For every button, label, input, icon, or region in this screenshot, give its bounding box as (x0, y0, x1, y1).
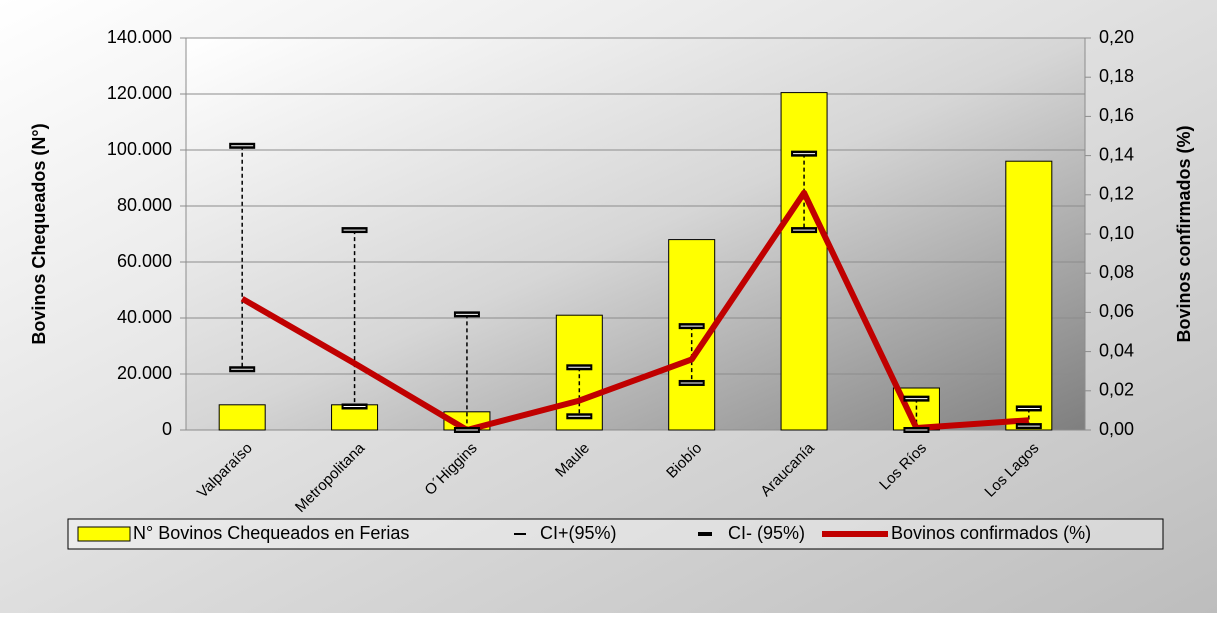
y-tick-label: 20.000 (117, 363, 172, 383)
y2-tick-label: 0,12 (1099, 184, 1134, 204)
plot-area (186, 38, 1085, 430)
y2-tick-label: 0,06 (1099, 301, 1134, 321)
ci-marker (791, 227, 818, 234)
ci-marker (566, 364, 593, 371)
y2-tick-label: 0,18 (1099, 66, 1134, 86)
legend-label: CI- (95%) (728, 523, 805, 543)
legend-label: Bovinos confirmados (%) (891, 523, 1091, 543)
ci-marker (903, 427, 930, 433)
y2-axis-title: Bovinos confirmados (%) (1174, 125, 1194, 342)
ci-marker (453, 311, 480, 318)
ci-marker (1015, 405, 1042, 412)
y-tick-label: 80.000 (117, 195, 172, 215)
y2-tick-label: 0,14 (1099, 144, 1134, 164)
y-tick-label: 0 (162, 419, 172, 439)
legend-swatch (514, 533, 526, 535)
y2-tick-label: 0,16 (1099, 105, 1134, 125)
y-tick-label: 120.000 (107, 83, 172, 103)
y2-tick-label: 0,04 (1099, 340, 1134, 360)
legend-swatch (698, 532, 712, 536)
legend-label: CI+(95%) (540, 523, 617, 543)
y-axis-title: Bovinos Chequeados (N°) (29, 123, 49, 344)
y2-tick-label: 0,00 (1099, 419, 1134, 439)
bar (218, 404, 266, 431)
ci-marker (453, 427, 480, 433)
ci-marker (1015, 423, 1042, 430)
bar (780, 92, 828, 431)
legend-swatch (77, 526, 131, 542)
ci-marker (678, 379, 705, 386)
y2-tick-label: 0,10 (1099, 223, 1134, 243)
ci-marker (791, 150, 818, 157)
ci-marker (341, 227, 368, 234)
legend (67, 518, 1164, 550)
y-tick-label: 140.000 (107, 27, 172, 47)
ci-marker (229, 142, 256, 149)
y-tick-label: 100.000 (107, 139, 172, 159)
ci-marker (566, 413, 593, 420)
ci-marker (678, 323, 705, 330)
legend-label: N° Bovinos Chequeados en Ferias (133, 523, 409, 543)
ci-marker (341, 403, 368, 410)
y-tick-label: 40.000 (117, 307, 172, 327)
bar (1005, 160, 1053, 431)
y2-tick-label: 0,02 (1099, 380, 1134, 400)
ci-marker (229, 366, 256, 373)
ci-marker (903, 395, 930, 402)
y2-tick-label: 0,20 (1099, 27, 1134, 47)
line (240, 189, 1030, 433)
y2-tick-label: 0,08 (1099, 262, 1134, 282)
y-tick-label: 60.000 (117, 251, 172, 271)
